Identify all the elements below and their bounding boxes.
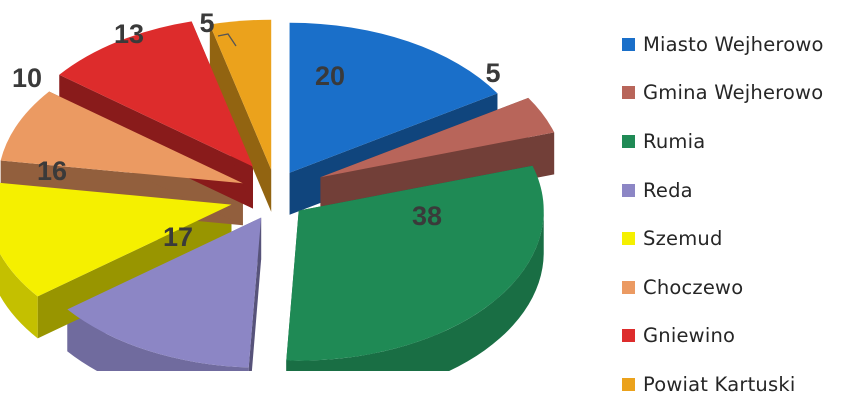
legend-label: Szemud bbox=[643, 227, 723, 251]
legend-item: Szemud bbox=[622, 214, 824, 263]
pie-slice-rim bbox=[67, 309, 249, 371]
legend-label: Powiat Kartuski bbox=[643, 372, 796, 396]
data-label: 5 bbox=[199, 8, 214, 38]
leader-line bbox=[217, 33, 237, 47]
legend-item: Rumia bbox=[622, 117, 824, 166]
legend: Miasto Wejherowo Gmina Wejherowo Rumia Reda… bbox=[622, 20, 824, 409]
pie-slice-rumia bbox=[286, 165, 544, 361]
data-label: 13 bbox=[114, 19, 144, 49]
pie-slice-rim bbox=[0, 253, 38, 339]
legend-swatch bbox=[622, 329, 635, 343]
pie-data-labels: 20 5 38 17 16 10 13 5 bbox=[12, 8, 501, 252]
data-label: 5 bbox=[485, 58, 500, 88]
legend-item: Reda bbox=[622, 166, 824, 215]
data-label: 10 bbox=[12, 63, 42, 93]
pie-slice-szemud bbox=[0, 182, 232, 297]
pie-slice-gniewino bbox=[59, 21, 253, 167]
data-label: 38 bbox=[412, 201, 442, 231]
legend-item: Choczewo bbox=[622, 263, 824, 312]
legend-swatch bbox=[622, 280, 635, 294]
pie-chart: 20 5 38 17 16 10 13 5 bbox=[0, 8, 555, 371]
data-label: 20 bbox=[315, 61, 345, 91]
pie-slice-choczewo bbox=[0, 91, 243, 184]
legend-swatch bbox=[622, 377, 635, 391]
pie-slice-rim bbox=[286, 210, 544, 371]
pie-slice-reda bbox=[67, 217, 262, 368]
legend-swatch bbox=[622, 86, 635, 100]
legend-label: Gmina Wejherowo bbox=[643, 81, 824, 105]
data-label: 16 bbox=[37, 156, 67, 186]
legend-swatch bbox=[622, 37, 635, 51]
data-label: 17 bbox=[163, 222, 193, 252]
legend-label: Rumia bbox=[643, 129, 706, 153]
legend-item: Powiat Kartuski bbox=[622, 360, 824, 409]
legend-label: Reda bbox=[643, 178, 693, 202]
pie-slice-powiat-kartuski bbox=[209, 19, 272, 170]
legend-swatch bbox=[622, 232, 635, 246]
legend-item: Miasto Wejherowo bbox=[622, 20, 824, 69]
pie-slice-gmina-wejherowo bbox=[320, 97, 555, 178]
legend-label: Miasto Wejherowo bbox=[643, 32, 824, 56]
legend-item: Gmina Wejherowo bbox=[622, 69, 824, 118]
legend-label: Choczewo bbox=[643, 275, 744, 299]
pie-slice-miasto-wejherowo bbox=[289, 22, 498, 173]
legend-swatch bbox=[622, 183, 635, 197]
pie-slices bbox=[0, 19, 555, 368]
legend-item: Gniewino bbox=[622, 312, 824, 361]
legend-label: Gniewino bbox=[643, 324, 736, 348]
legend-swatch bbox=[622, 134, 635, 148]
pie-slice-wall bbox=[209, 24, 272, 212]
